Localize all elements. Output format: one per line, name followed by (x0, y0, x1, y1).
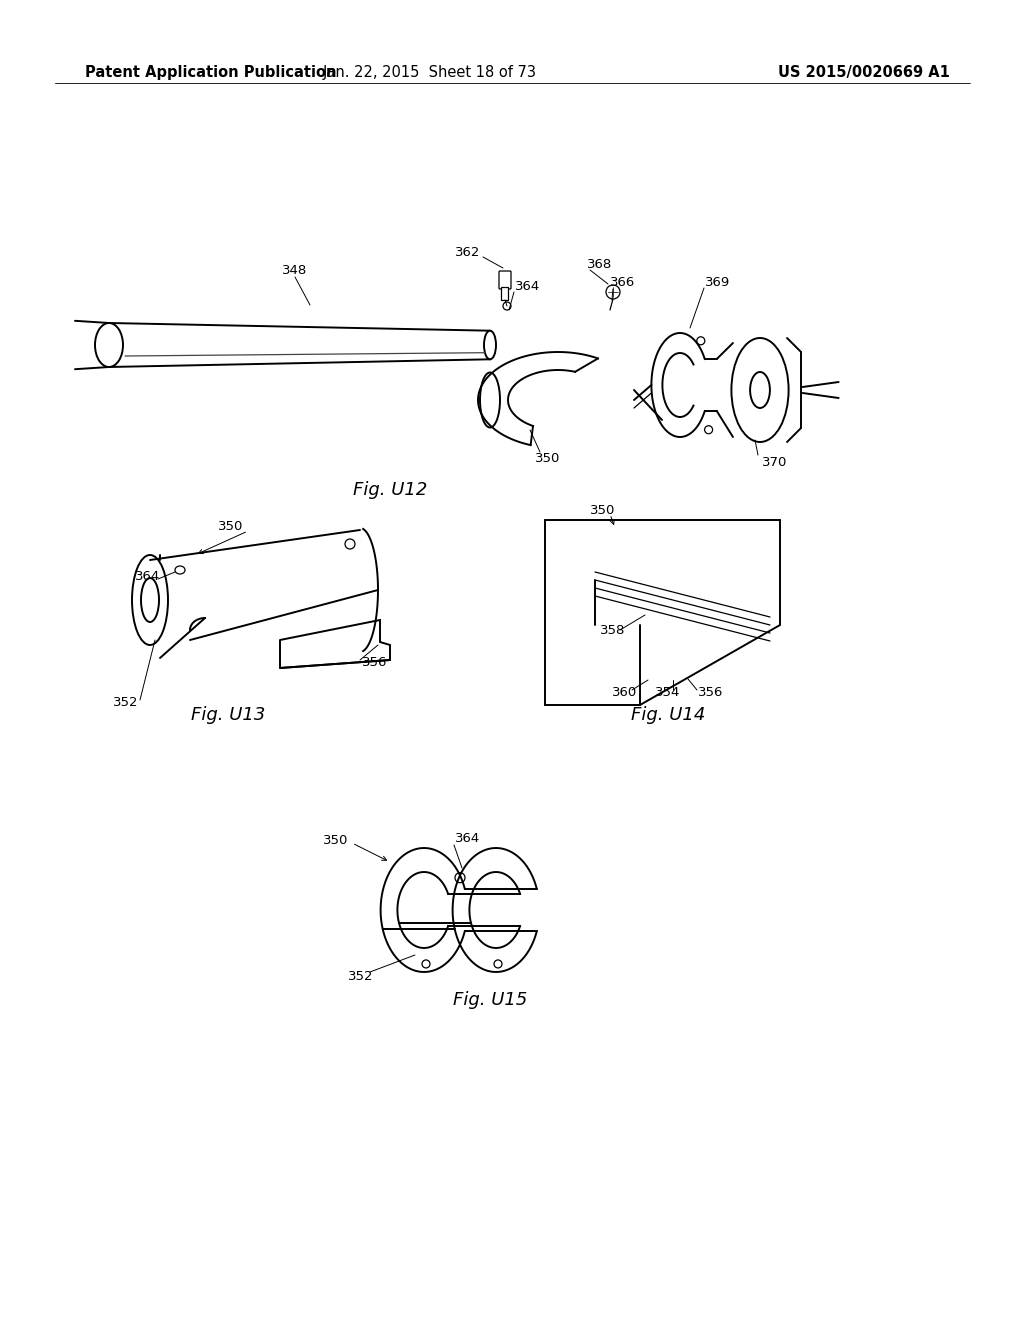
FancyBboxPatch shape (502, 288, 509, 301)
Circle shape (345, 539, 355, 549)
Text: 364: 364 (515, 281, 541, 293)
Text: 364: 364 (135, 570, 160, 583)
Text: 362: 362 (455, 247, 480, 260)
Text: Fig. U12: Fig. U12 (353, 480, 427, 499)
Text: Fig. U15: Fig. U15 (453, 991, 527, 1008)
Circle shape (606, 285, 620, 300)
Circle shape (455, 873, 465, 883)
Text: 366: 366 (610, 276, 635, 289)
Text: Fig. U13: Fig. U13 (190, 706, 265, 723)
Text: 356: 356 (362, 656, 387, 669)
Circle shape (705, 426, 713, 434)
Circle shape (494, 960, 502, 968)
Text: 350: 350 (536, 451, 561, 465)
Text: 369: 369 (705, 276, 730, 289)
Text: 354: 354 (655, 685, 680, 698)
Text: 370: 370 (762, 455, 787, 469)
Text: 368: 368 (587, 257, 612, 271)
Text: 364: 364 (455, 833, 480, 846)
Text: 350: 350 (590, 503, 615, 516)
Text: 360: 360 (612, 685, 637, 698)
Text: 358: 358 (600, 623, 626, 636)
Text: Fig. U14: Fig. U14 (631, 706, 706, 723)
Text: 356: 356 (698, 685, 723, 698)
Circle shape (422, 960, 430, 968)
Text: 352: 352 (348, 970, 374, 983)
FancyBboxPatch shape (499, 271, 511, 289)
Text: 348: 348 (283, 264, 307, 276)
Circle shape (696, 337, 705, 345)
Text: Patent Application Publication: Patent Application Publication (85, 65, 337, 79)
Text: 350: 350 (218, 520, 244, 533)
Text: 352: 352 (113, 697, 138, 710)
Text: Jan. 22, 2015  Sheet 18 of 73: Jan. 22, 2015 Sheet 18 of 73 (323, 65, 537, 79)
Text: US 2015/0020669 A1: US 2015/0020669 A1 (778, 65, 950, 79)
Text: 350: 350 (323, 833, 348, 846)
